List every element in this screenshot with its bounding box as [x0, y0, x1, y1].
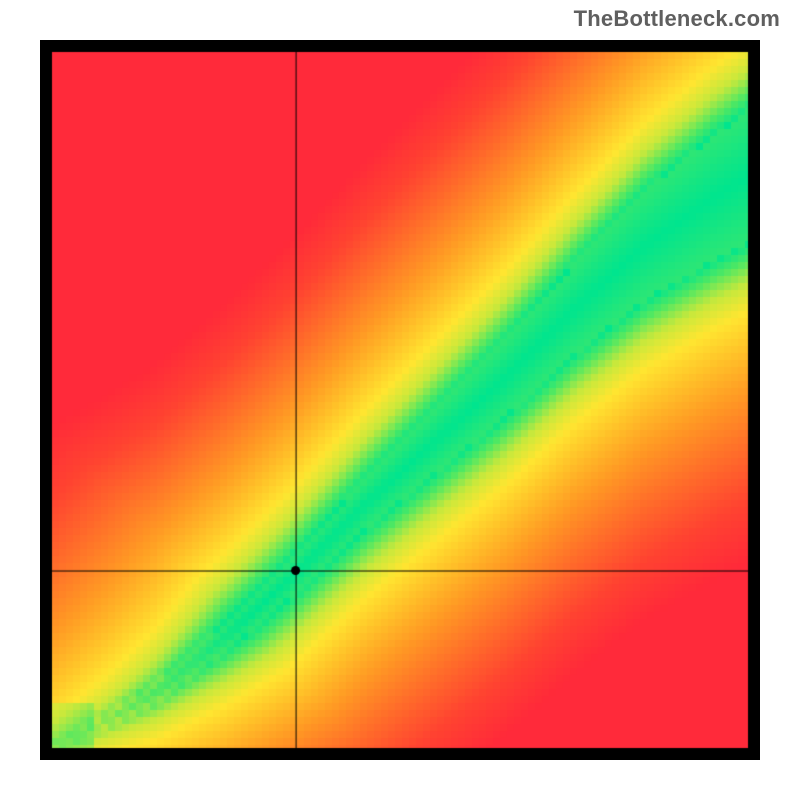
- bottleneck-heatmap: [40, 40, 760, 760]
- watermark-text: TheBottleneck.com: [574, 6, 780, 32]
- heatmap-canvas: [40, 40, 760, 760]
